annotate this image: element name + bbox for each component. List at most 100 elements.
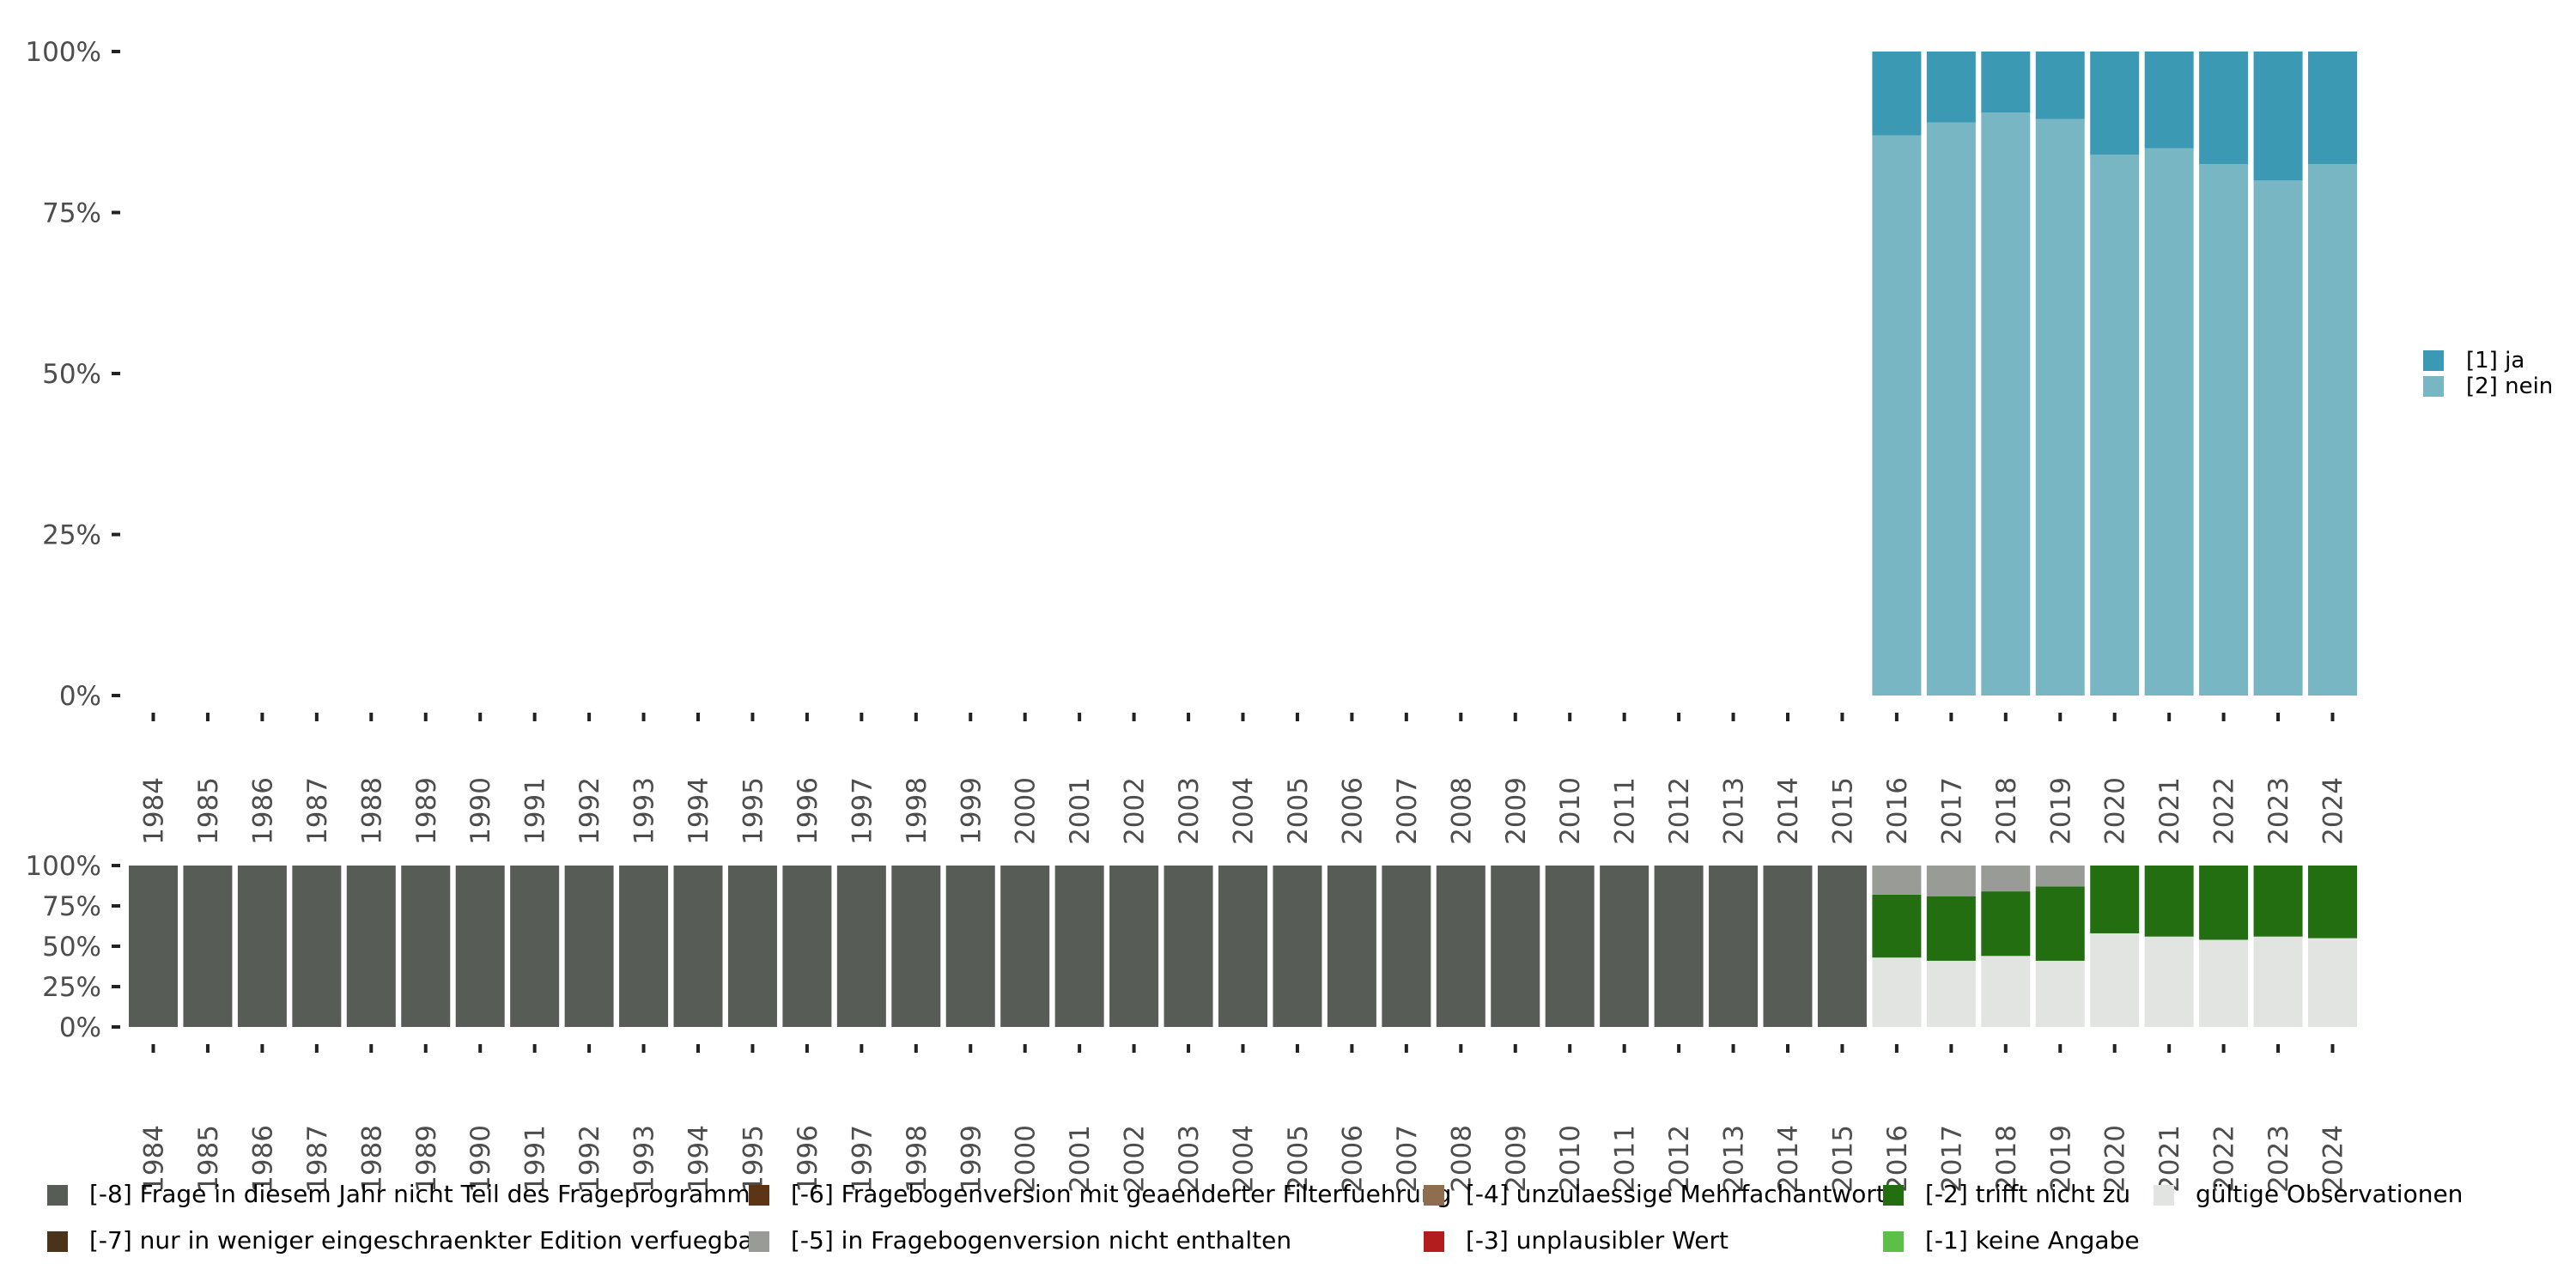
bottom-bar-2015-8-frage-in-diesem-jahr-nicht-teil-des-frageprogramms [1817, 866, 1867, 1027]
bottom-y-tick-label: 75% [42, 891, 101, 922]
bottom-bar-2000-8-frage-in-diesem-jahr-nicht-teil-des-frageprogramms [1000, 866, 1050, 1027]
bottom-chart: 0% 25% 50% 75% 100% 1984 1985 1986 1987 1988 1989 1… [25, 851, 2357, 1193]
bottom-bar-1993-8-frage-in-diesem-jahr-nicht-teil-des-frageprogramms [619, 866, 669, 1027]
bottom-bar-2024-g-ltige-observationen [2308, 938, 2357, 1027]
top-x-tick-label-2000: 2000 [1011, 777, 1042, 845]
top-bar-2022-2-nein [2199, 164, 2249, 696]
top-bar-2019-1-ja [2035, 52, 2085, 119]
bottom-bar-1995-8-frage-in-diesem-jahr-nicht-teil-des-frageprogramms [727, 866, 777, 1027]
legend-swatch-2-nein [2423, 376, 2444, 397]
bottom-bar-2011-8-frage-in-diesem-jahr-nicht-teil-des-frageprogramms [1600, 866, 1649, 1027]
top-x-tick-label-2001: 2001 [1065, 777, 1096, 845]
bottom-x-tick-label-2023: 2023 [2263, 1125, 2294, 1193]
bottom-x-tick-label-2019: 2019 [2045, 1125, 2076, 1193]
bottom-x-tick-label-1993: 1993 [629, 1125, 660, 1193]
top-x-tick-label-1991: 1991 [520, 777, 551, 845]
top-x-tick-label-2007: 2007 [1392, 777, 1423, 845]
top-x-tick-label-2014: 2014 [1773, 777, 1804, 845]
legend-swatch-2-trifft-nicht-zu [1883, 1185, 1904, 1206]
top-x-tick-label-2018: 2018 [1991, 777, 2022, 845]
bottom-bar-1999-8-frage-in-diesem-jahr-nicht-teil-des-frageprogramms [945, 866, 995, 1027]
bottom-bar-1990-8-frage-in-diesem-jahr-nicht-teil-des-frageprogramms [455, 866, 505, 1027]
bottom-bar-2018-g-ltige-observationen [1981, 956, 2031, 1027]
bottom-x-tick-label-2009: 2009 [1501, 1125, 1532, 1193]
top-bar-2020-2-nein [2090, 155, 2140, 696]
bottom-bar-2006-8-frage-in-diesem-jahr-nicht-teil-des-frageprogramms [1327, 866, 1376, 1027]
bottom-bar-2023-2-trifft-nicht-zu [2253, 866, 2303, 937]
legend-swatch-4-unzulaessige-mehrfachantwort [1424, 1185, 1444, 1206]
top-bar-2023-1-ja [2253, 52, 2303, 180]
bottom-x-tick-label-2017: 2017 [1936, 1125, 1967, 1193]
bottom-bar-2017-2-trifft-nicht-zu [1926, 896, 1976, 961]
bottom-x-tick-label-2011: 2011 [1610, 1125, 1641, 1193]
legend-label-5-in-fragebogenversion-nicht-enthalten: [-5] in Fragebogenversion nicht enthalte… [791, 1226, 1291, 1255]
top-x-tick-label-1995: 1995 [738, 777, 769, 845]
bottom-x-tick-label-2006: 2006 [1337, 1125, 1368, 1193]
bottom-bar-2020-2-trifft-nicht-zu [2090, 866, 2140, 933]
top-x-tick-label-2008: 2008 [1446, 777, 1477, 845]
bottom-bar-2001-8-frage-in-diesem-jahr-nicht-teil-des-frageprogramms [1054, 866, 1104, 1027]
top-x-tick-label-2019: 2019 [2045, 777, 2076, 845]
top-x-tick-label-1985: 1985 [193, 777, 224, 845]
bottom-x-tick-label-2007: 2007 [1392, 1125, 1423, 1193]
bottom-bar-1994-8-frage-in-diesem-jahr-nicht-teil-des-frageprogramms [673, 866, 723, 1027]
bottom-bar-2019-2-trifft-nicht-zu [2035, 886, 2085, 961]
top-bar-2021-2-nein [2144, 148, 2194, 696]
top-y-tick-label: 75% [42, 198, 101, 229]
top-x-tick-label-1986: 1986 [247, 777, 278, 845]
bottom-bar-2024-2-trifft-nicht-zu [2308, 866, 2357, 939]
bottom-bar-1998-8-frage-in-diesem-jahr-nicht-teil-des-frageprogramms [891, 866, 941, 1027]
legend-label-7-nur-in-weniger-eingeschraenkter-edition-verfuegbar: [-7] nur in weniger eingeschraenkter Edi… [89, 1226, 763, 1255]
bottom-bar-2022-2-trifft-nicht-zu [2199, 866, 2249, 940]
legend-label-6-fragebogenversion-mit-geaenderter-filterfuehrung: [-6] Fragebogenversion mit geaenderter F… [791, 1180, 1451, 1208]
top-y-tick-label: 100% [25, 37, 101, 68]
bottom-x-tick-label-2022: 2022 [2209, 1125, 2240, 1193]
legend-swatch-1-ja [2423, 350, 2444, 371]
bottom-bar-2018-2-trifft-nicht-zu [1981, 891, 2031, 957]
top-x-tick-label-2011: 2011 [1610, 777, 1641, 845]
top-x-tick-label-2021: 2021 [2154, 777, 2185, 845]
top-x-tick-label-1989: 1989 [411, 777, 442, 845]
bottom-bar-2013-8-frage-in-diesem-jahr-nicht-teil-des-frageprogramms [1709, 866, 1759, 1027]
bottom-legend: [-8] Frage in diesem Jahr nicht Teil des… [47, 1180, 2463, 1255]
legend-swatch-3-unplausibler-wert [1424, 1231, 1444, 1252]
top-x-tick-label-1990: 1990 [465, 777, 496, 845]
bottom-x-tick-label-2008: 2008 [1446, 1125, 1477, 1193]
top-x-tick-label-2017: 2017 [1936, 777, 1967, 845]
top-x-tick-label-2003: 2003 [1174, 777, 1205, 845]
top-bar-2016-1-ja [1872, 52, 1922, 136]
top-x-tick-label-2005: 2005 [1283, 777, 1314, 845]
bottom-x-tick-label-1990: 1990 [465, 1125, 496, 1193]
top-bar-2020-1-ja [2090, 52, 2140, 155]
top-bar-2018-1-ja [1981, 52, 2031, 113]
bottom-bar-2016-g-ltige-observationen [1872, 957, 1922, 1027]
bottom-x-tick-label-1987: 1987 [302, 1125, 333, 1193]
top-legend: [1] ja[2] nein [2423, 348, 2553, 399]
legend-label-2-trifft-nicht-zu: [-2] trifft nicht zu [1925, 1180, 2130, 1208]
legend-swatch-8-frage-in-diesem-jahr-nicht-teil-des-frageprogramms [47, 1185, 68, 1206]
bottom-bar-2009-8-frage-in-diesem-jahr-nicht-teil-des-frageprogramms [1491, 866, 1540, 1027]
bottom-bar-2005-8-frage-in-diesem-jahr-nicht-teil-des-frageprogramms [1273, 866, 1322, 1027]
top-x-tick-label-2015: 2015 [1827, 777, 1858, 845]
bottom-y-tick-label: 50% [42, 932, 101, 963]
bottom-x-tick-label-1991: 1991 [520, 1125, 551, 1193]
bottom-x-tick-label-1994: 1994 [683, 1125, 714, 1193]
top-bar-2018-2-nein [1981, 112, 2031, 696]
bottom-x-tick-label-1996: 1996 [793, 1125, 823, 1193]
legend-label-2-nein: [2] nein [2466, 374, 2553, 399]
top-chart: 0% 25% 50% 75% 100% 1984 1985 1986 1987 1988 1989 1… [25, 37, 2357, 845]
bottom-bar-2008-8-frage-in-diesem-jahr-nicht-teil-des-frageprogramms [1436, 866, 1485, 1027]
bottom-x-tick-label-1992: 1992 [574, 1125, 605, 1193]
top-bar-2021-1-ja [2144, 52, 2194, 149]
bottom-x-tick-label-2013: 2013 [1719, 1125, 1750, 1193]
bottom-x-tick-label-2010: 2010 [1555, 1125, 1586, 1193]
bottom-x-tick-label-1989: 1989 [411, 1125, 442, 1193]
bottom-x-tick-label-1986: 1986 [247, 1125, 278, 1193]
legend-swatch-1-keine-angabe [1883, 1231, 1904, 1252]
legend-label-4-unzulaessige-mehrfachantwort: [-4] unzulaessige Mehrfachantwort [1466, 1180, 1886, 1208]
bottom-bar-1989-8-frage-in-diesem-jahr-nicht-teil-des-frageprogramms [401, 866, 451, 1027]
legend-swatch-5-in-fragebogenversion-nicht-enthalten [749, 1231, 769, 1252]
bottom-bar-2014-8-frage-in-diesem-jahr-nicht-teil-des-frageprogramms [1763, 866, 1813, 1027]
bottom-bar-2012-8-frage-in-diesem-jahr-nicht-teil-des-frageprogramms [1654, 866, 1704, 1027]
